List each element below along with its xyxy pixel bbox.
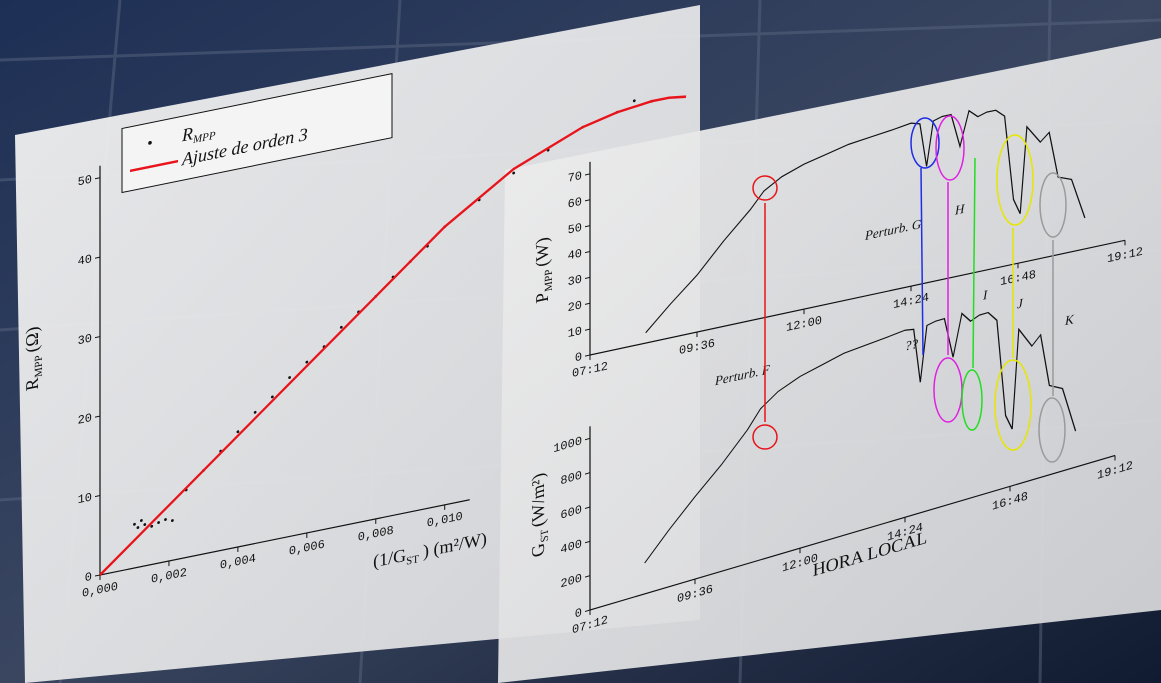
- annotation: K: [1064, 311, 1075, 328]
- legend-marker: [130, 159, 178, 173]
- label-sub: ST: [406, 553, 419, 568]
- point: [632, 99, 636, 103]
- legend-sub: MPP: [192, 130, 216, 147]
- point: [270, 395, 274, 399]
- point: [143, 523, 147, 526]
- y-tick: [585, 609, 590, 612]
- y-axis-label: PMPP(W): [532, 235, 555, 305]
- y-tick: [585, 302, 590, 305]
- label-sub: MPP: [543, 268, 555, 293]
- point: [305, 360, 309, 364]
- y-tick: [585, 354, 590, 357]
- y-tick: [95, 336, 100, 339]
- y-tick: [585, 506, 590, 509]
- label-unit: (Ω): [22, 325, 43, 355]
- y-tick-label: 0: [575, 350, 582, 365]
- y-tick-label: 70: [568, 169, 582, 186]
- x-axis: [590, 239, 1125, 356]
- y-tick-label: 30: [568, 272, 582, 289]
- point: [512, 171, 516, 175]
- y-tick: [585, 276, 590, 279]
- label-sub: MPP: [33, 354, 45, 378]
- label-sub: ST: [539, 527, 551, 543]
- y-tick: [585, 199, 590, 202]
- y-tick-label: 50: [78, 173, 92, 190]
- annotation: J: [1017, 295, 1024, 311]
- point: [157, 521, 160, 524]
- y-tick-label: 0: [575, 606, 582, 622]
- legend-marker: [148, 140, 152, 145]
- label-unit: (W): [532, 235, 553, 268]
- annotation: I: [982, 287, 988, 303]
- line: [99, 95, 687, 576]
- point: [139, 519, 143, 522]
- annotation: H: [954, 201, 966, 218]
- line: [645, 109, 1086, 334]
- legend-box: [121, 72, 393, 194]
- y-tick-label: 60: [568, 195, 582, 212]
- point: [170, 519, 174, 522]
- y-tick: [95, 177, 100, 180]
- highlights: [752, 115, 1067, 463]
- y-tick: [585, 575, 590, 578]
- y-tick-label: 600: [560, 503, 582, 523]
- y-tick-label: 800: [560, 468, 582, 488]
- y-tick-label: 10: [568, 324, 582, 341]
- y-tick: [95, 256, 100, 259]
- y-tick: [585, 540, 590, 544]
- y-tick: [585, 437, 590, 441]
- label-main: R: [22, 376, 42, 393]
- legend-name: R: [181, 123, 193, 145]
- y-tick-label: 20: [78, 411, 92, 428]
- point: [236, 430, 240, 434]
- line: [644, 311, 1077, 564]
- point: [253, 410, 257, 414]
- y-tick: [585, 472, 590, 475]
- y-tick-label: 40: [78, 252, 92, 269]
- y-tick: [585, 251, 590, 254]
- y-tick: [95, 415, 100, 418]
- x-axis: [100, 499, 470, 576]
- y-tick: [95, 495, 100, 498]
- y-tick-label: 200: [560, 571, 582, 591]
- y-tick: [585, 225, 590, 228]
- y-tick: [585, 173, 590, 176]
- y-tick-label: 30: [78, 332, 92, 349]
- y-tick-label: 0: [85, 570, 92, 585]
- point: [339, 325, 343, 329]
- label-main: P: [532, 291, 552, 305]
- y-tick-label: 20: [568, 298, 582, 315]
- y-tick: [95, 574, 100, 577]
- label-main: G: [528, 541, 548, 560]
- legend-label: RMPP: [181, 119, 216, 149]
- point: [136, 526, 140, 529]
- y-tick-label: 40: [568, 247, 582, 264]
- y-tick-label: 10: [78, 490, 92, 507]
- y-tick-label: 400: [560, 537, 582, 557]
- y-tick: [585, 328, 590, 331]
- label-unit: (W/m²): [528, 471, 549, 530]
- y-axis-label: RMPP(Ω): [22, 325, 45, 393]
- point: [150, 524, 154, 528]
- x-axis: [590, 454, 1115, 611]
- chart: 01020304050607007:1209:3612:0014:2416:48…: [532, 109, 1143, 388]
- point: [164, 518, 167, 521]
- y-tick-label: 50: [568, 221, 582, 238]
- point: [288, 376, 291, 379]
- point: [133, 522, 136, 526]
- y-axis-label: GST(W/m²): [528, 470, 551, 560]
